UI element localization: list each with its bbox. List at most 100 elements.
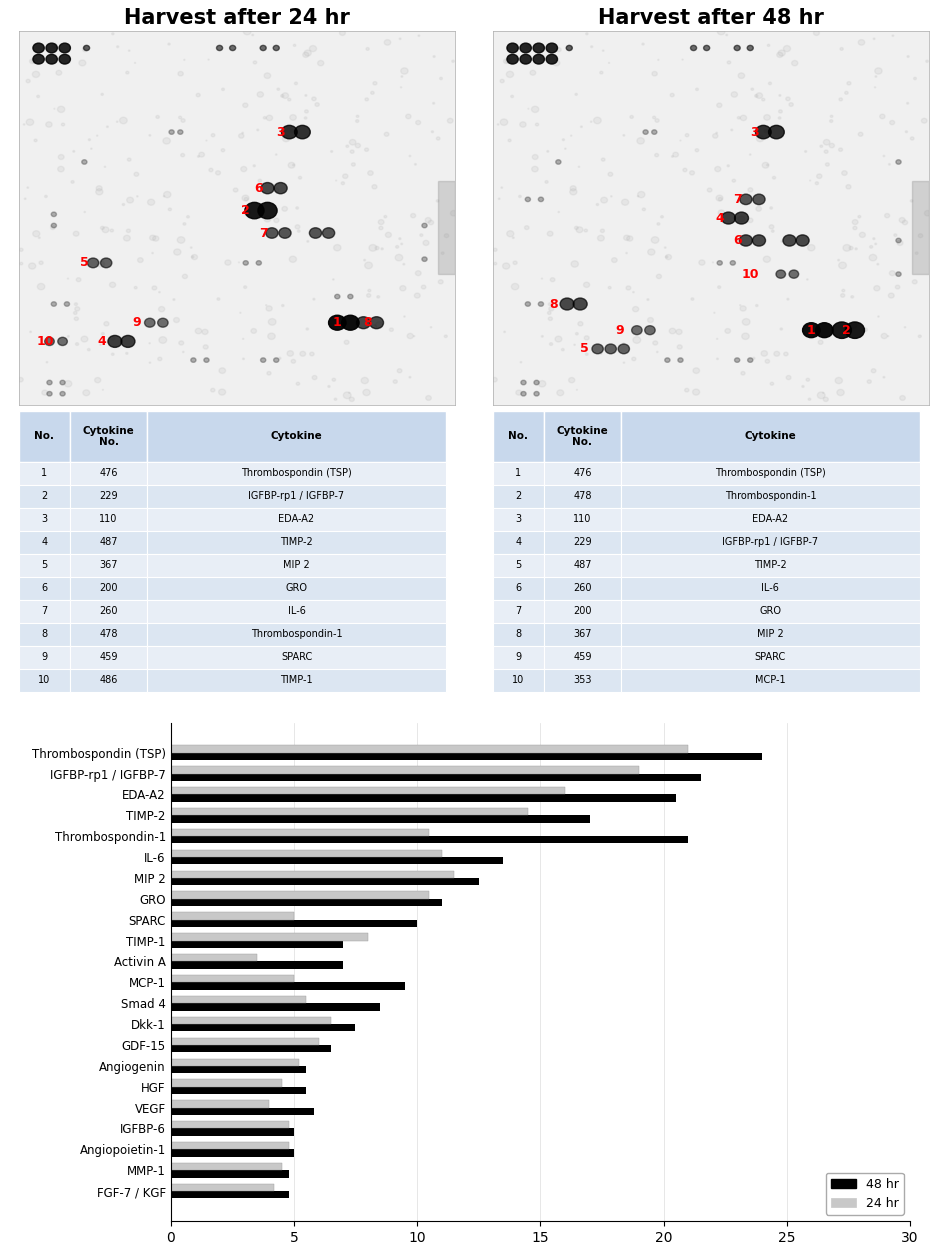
Circle shape [257,130,259,131]
Circle shape [112,353,114,355]
Bar [912,181,929,274]
Circle shape [597,235,604,240]
Circle shape [869,245,873,248]
Text: 478: 478 [574,491,592,501]
Bar [171,878,479,885]
Bar [171,766,639,774]
Circle shape [883,376,884,378]
Circle shape [505,59,511,64]
Circle shape [600,353,602,354]
Text: 6: 6 [255,182,264,194]
Circle shape [739,234,753,245]
Circle shape [46,122,52,127]
Text: 5: 5 [80,257,89,269]
Circle shape [684,389,689,392]
Circle shape [756,207,761,212]
Circle shape [792,61,798,66]
Circle shape [881,334,887,339]
Bar [493,411,544,461]
Circle shape [633,336,641,344]
Circle shape [763,257,771,263]
Circle shape [366,47,369,50]
Circle shape [575,333,578,335]
Bar [493,553,544,577]
Circle shape [365,98,369,101]
Circle shape [375,247,379,249]
Circle shape [421,285,426,289]
Circle shape [673,152,679,157]
Circle shape [842,171,848,176]
Circle shape [372,184,377,189]
Bar [19,553,70,577]
Circle shape [756,304,758,307]
Circle shape [855,248,857,250]
Circle shape [52,44,57,47]
Circle shape [849,321,857,328]
Circle shape [786,375,791,380]
Bar [147,485,447,507]
Bar [621,485,920,507]
Circle shape [169,208,172,211]
Circle shape [46,380,52,385]
Circle shape [501,118,508,126]
Circle shape [441,252,444,254]
Text: TIMP-2: TIMP-2 [281,537,313,547]
Circle shape [677,345,683,349]
Circle shape [769,126,784,138]
Circle shape [835,378,843,384]
Bar [621,531,920,553]
Circle shape [46,391,52,396]
Circle shape [331,151,333,152]
Circle shape [532,155,538,159]
Text: EDA-A2: EDA-A2 [279,515,315,525]
Circle shape [335,294,340,299]
Circle shape [58,106,64,112]
Circle shape [187,216,190,218]
Circle shape [293,45,296,46]
Circle shape [341,315,359,330]
Circle shape [507,231,514,237]
Circle shape [148,199,155,206]
Circle shape [914,77,917,80]
Circle shape [830,143,834,148]
Circle shape [445,335,447,338]
Circle shape [751,88,754,90]
Bar [544,531,621,553]
Circle shape [511,283,519,290]
Text: Thrombospondin-1: Thrombospondin-1 [724,491,816,501]
Circle shape [418,35,420,36]
Circle shape [830,115,833,117]
Bar [171,1100,269,1108]
Circle shape [647,299,649,300]
Circle shape [79,60,86,66]
Circle shape [127,158,131,161]
Circle shape [605,344,616,354]
Circle shape [71,181,74,183]
Text: 7: 7 [733,193,741,206]
Circle shape [770,207,773,209]
Circle shape [256,260,262,265]
Bar [147,577,447,599]
Circle shape [356,120,359,122]
Circle shape [100,227,104,229]
Circle shape [128,50,130,51]
Circle shape [274,358,279,363]
Circle shape [253,61,257,64]
Circle shape [753,358,755,359]
Circle shape [647,318,653,323]
Circle shape [265,228,278,238]
Circle shape [549,307,554,312]
Bar [19,599,70,623]
Circle shape [395,245,399,248]
Circle shape [545,181,548,183]
Bar [171,996,306,1003]
Circle shape [741,371,745,375]
Circle shape [33,55,45,64]
Circle shape [809,397,811,400]
Circle shape [574,227,578,229]
Circle shape [899,218,905,223]
Circle shape [406,115,411,118]
Bar [171,920,417,927]
Circle shape [896,159,902,164]
Circle shape [889,270,895,275]
